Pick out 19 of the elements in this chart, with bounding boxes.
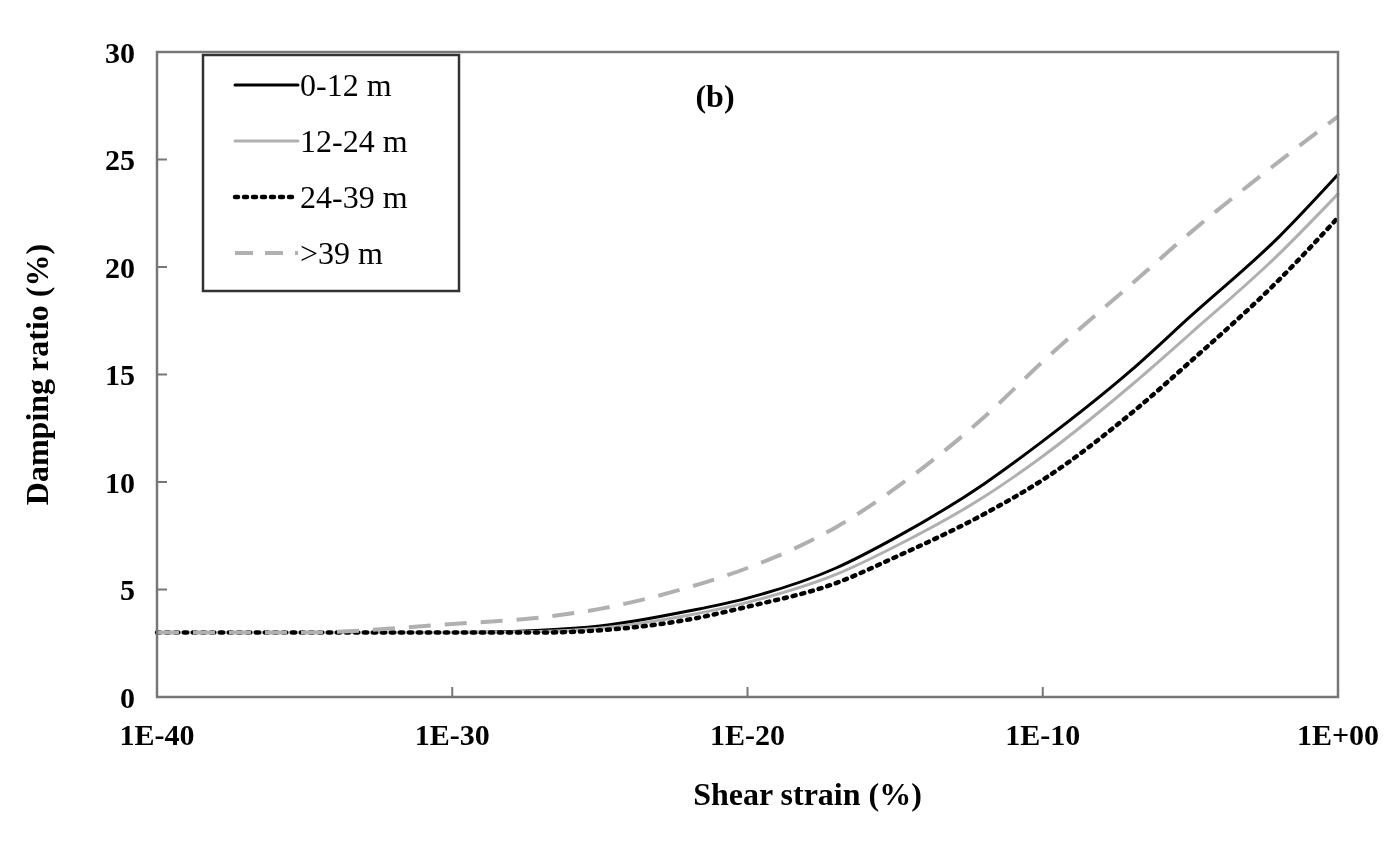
legend-label: 24-39 m xyxy=(300,179,408,216)
legend-label: 12-24 m xyxy=(300,123,408,160)
x-tick-label: 1E+00 xyxy=(1296,718,1380,751)
legend-label: >39 m xyxy=(300,235,384,272)
x-tick-label: 1E-20 xyxy=(710,718,785,751)
x-tick-label: 1E-30 xyxy=(414,718,490,751)
y-tick-label: 20 xyxy=(105,250,135,284)
x-axis-title: Shear strain (%) xyxy=(693,776,922,812)
y-axis-title: Damping ratio (%) xyxy=(19,243,55,506)
y-tick-label: 15 xyxy=(105,358,135,391)
y-tick-label: 5 xyxy=(120,573,135,606)
y-tick-label: 10 xyxy=(105,465,135,499)
y-tick-label: 25 xyxy=(105,143,135,176)
legend-label: 0-12 m xyxy=(300,67,392,104)
x-tick-label: 1E-10 xyxy=(1005,718,1081,751)
x-tick-label: 1E-40 xyxy=(119,718,195,751)
y-tick-label: 0 xyxy=(120,680,135,714)
y-tick-label: 30 xyxy=(105,35,135,69)
annotation: (b) xyxy=(695,78,735,114)
